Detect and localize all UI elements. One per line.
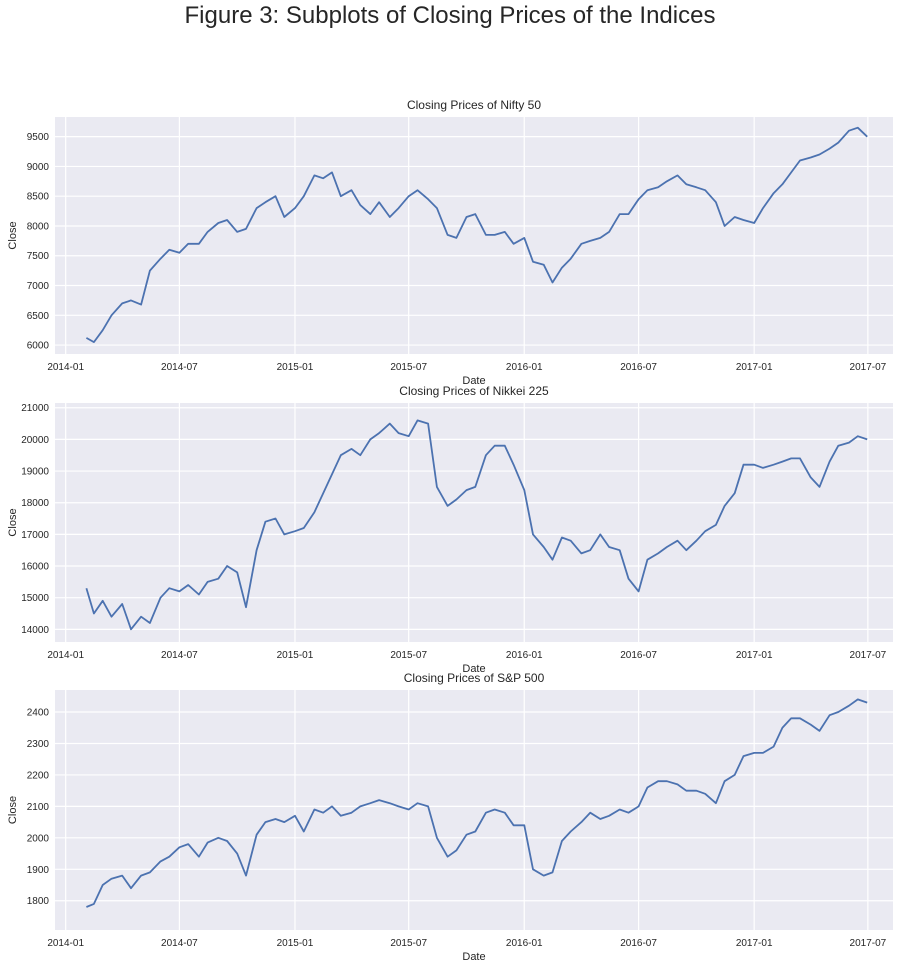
series-line (85, 126, 868, 343)
x-tick-label: 2016-07 (620, 938, 657, 949)
y-tick-label: 19000 (21, 467, 49, 478)
x-tick-label: 2015-01 (277, 362, 314, 373)
series-line (85, 419, 868, 631)
plot-area (55, 117, 893, 354)
y-tick-label: 7000 (27, 281, 50, 292)
y-tick-label: 9500 (27, 132, 50, 143)
x-tick-label: 2015-07 (390, 650, 427, 661)
subplot-3: 1800 1900 2000 2100 2200 2300 2400 2014-01 2014-… (7, 671, 893, 963)
x-tick-label: 2016-07 (620, 362, 657, 373)
y-tick-label: 1800 (27, 896, 50, 907)
y-tick-label: 20000 (21, 435, 49, 446)
x-axis-label: Date (462, 951, 485, 963)
x-tick-label: 2017-01 (736, 650, 773, 661)
plot-area (55, 690, 893, 930)
y-tick-label: 18000 (21, 498, 49, 509)
x-tick-label: 2014-01 (47, 938, 84, 949)
y-tick-label: 14000 (21, 625, 49, 636)
x-axis-label: Date (462, 375, 485, 387)
x-tick-label: 2015-07 (390, 938, 427, 949)
x-tick-label: 2017-07 (850, 650, 887, 661)
y-tick-label: 2000 (27, 833, 50, 844)
x-tick-label: 2017-07 (850, 938, 887, 949)
x-tick-label: 2016-01 (506, 650, 543, 661)
x-tick-label: 2015-07 (390, 362, 427, 373)
series-line (86, 698, 868, 908)
y-tick-label: 2200 (27, 770, 50, 781)
x-tick-label: 2016-01 (506, 362, 543, 373)
y-tick-label: 8000 (27, 221, 50, 232)
y-tick-label: 6000 (27, 341, 50, 352)
y-tick-label: 15000 (21, 593, 49, 604)
x-tick-label: 2015-01 (277, 650, 314, 661)
y-tick-label: 6500 (27, 311, 50, 322)
x-tick-label: 2014-07 (161, 650, 198, 661)
subplot-title: Closing Prices of Nikkei 225 (399, 384, 549, 398)
y-tick-label: 1900 (27, 865, 50, 876)
x-tick-label: 2017-07 (850, 362, 887, 373)
y-tick-label: 21000 (21, 403, 49, 414)
y-tick-label: 9000 (27, 162, 50, 173)
x-tick-label: 2014-01 (47, 362, 84, 373)
x-tick-label: 2016-01 (506, 938, 543, 949)
subplot-1: 6000 6500 7000 7500 8000 8500 9000 9500 2014-01 2… (7, 98, 893, 387)
y-tick-label: 16000 (21, 562, 49, 573)
x-tick-label: 2014-07 (161, 362, 198, 373)
plot-area (55, 403, 893, 642)
y-axis-label: Close (7, 508, 19, 536)
figure-title: Figure 3: Subplots of Closing Prices of … (184, 2, 716, 29)
y-tick-label: 2400 (27, 708, 50, 719)
y-tick-label: 2100 (27, 802, 50, 813)
y-tick-label: 17000 (21, 530, 49, 541)
x-tick-label: 2017-01 (736, 938, 773, 949)
subplot-2: 14000 15000 16000 17000 18000 19000 20000 21000… (7, 384, 893, 675)
subplot-title: Closing Prices of Nifty 50 (407, 98, 541, 112)
x-tick-label: 2015-01 (277, 938, 314, 949)
y-tick-label: 8500 (27, 192, 50, 203)
x-tick-label: 2014-07 (161, 938, 198, 949)
y-axis-label: Close (7, 796, 19, 824)
y-axis-label: Close (7, 221, 19, 249)
x-tick-label: 2016-07 (620, 650, 657, 661)
y-tick-label: 7500 (27, 251, 50, 262)
subplot-title: Closing Prices of S&P 500 (404, 671, 545, 685)
y-tick-label: 2300 (27, 739, 50, 750)
x-tick-label: 2017-01 (736, 362, 773, 373)
x-axis-label: Date (462, 663, 485, 675)
x-tick-label: 2014-01 (47, 650, 84, 661)
